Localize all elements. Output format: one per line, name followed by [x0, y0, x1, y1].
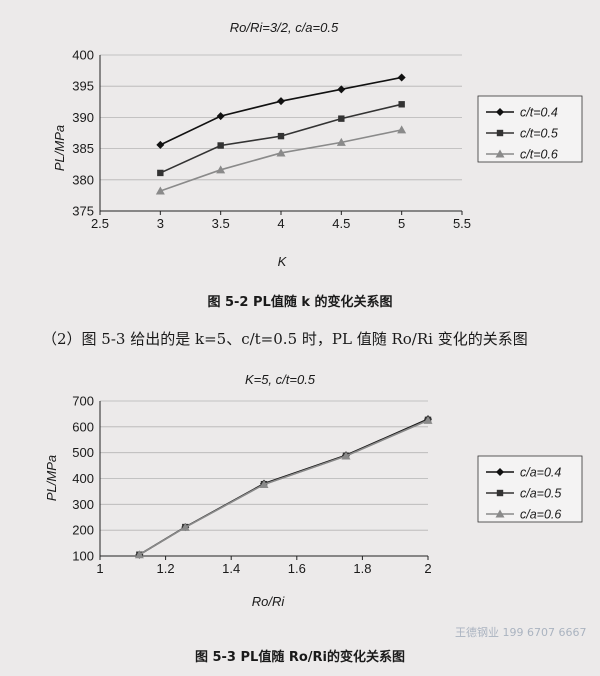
- legend-label: c/a=0.6: [520, 508, 561, 522]
- data-point: [156, 140, 165, 149]
- y-tick-label: 100: [72, 549, 94, 564]
- y-tick-label: 400: [72, 471, 94, 486]
- legend-marker: [496, 468, 504, 476]
- chart-figure-5-2: Ro/Ri=3/2, c/a=0.5 375 380 385 390 395 400 2.5 3…: [52, 20, 583, 269]
- legend-marker: [495, 149, 505, 158]
- data-point: [157, 169, 164, 177]
- data-point: [398, 101, 405, 108]
- x-tick-label: 1.4: [222, 561, 240, 576]
- x-axis-label: Ro/Ri: [252, 594, 286, 609]
- y-tick-label: 600: [72, 419, 94, 434]
- x-tick-label: 2: [424, 561, 431, 576]
- y-tick-label: 385: [72, 141, 94, 156]
- data-point: [134, 550, 144, 559]
- y-tick-label: 375: [72, 204, 94, 219]
- data-point: [259, 479, 269, 488]
- legend-marker: [496, 129, 504, 137]
- data-point: [180, 522, 190, 531]
- x-tick-label: 1: [96, 561, 103, 576]
- data-point: [216, 165, 226, 174]
- y-axis-label: PL/MPa: [52, 125, 67, 171]
- y-tick-label: 380: [72, 172, 94, 187]
- legend-label: c/t=0.4: [520, 106, 558, 120]
- x-tick-label: 1.8: [353, 561, 371, 576]
- x-tick-label: 1.6: [288, 561, 306, 576]
- legend-box: [477, 455, 583, 523]
- x-tick-label: 4.5: [332, 216, 350, 231]
- data-point: [336, 137, 346, 146]
- watermark-stamp: 王德钢业 199 6707 6667: [455, 626, 587, 639]
- chart-title: K=5, c/t=0.5: [245, 372, 316, 387]
- series-line-2: [138, 419, 429, 556]
- x-tick-label: 5: [398, 216, 405, 231]
- x-axis-label: K: [278, 254, 288, 269]
- data-point: [341, 451, 351, 460]
- chart-title: Ro/Ri=3/2, c/a=0.5: [230, 20, 339, 35]
- figure-caption-5-2: 图 5-2 PL值随 k 的变化关系图: [207, 295, 393, 310]
- x-tick-label: 3.5: [212, 216, 230, 231]
- x-tick-label: 5.5: [453, 216, 471, 231]
- data-point: [277, 97, 285, 106]
- legend-box: [477, 95, 583, 163]
- x-tick-label: 4: [277, 216, 284, 231]
- y-tick-label: 390: [72, 110, 94, 125]
- series-line-3: [138, 419, 429, 556]
- data-point: [397, 73, 406, 82]
- legend-label: c/a=0.5: [520, 487, 561, 501]
- y-tick-label: 400: [72, 48, 94, 63]
- data-point: [276, 148, 286, 157]
- x-tick-label: 1.2: [157, 561, 175, 576]
- legend-label: c/t=0.6: [520, 148, 558, 162]
- y-tick-label: 500: [72, 445, 94, 460]
- paragraph-text: （2）图 5-3 给出的是 k=5、c/t=0.5 时，PL 值随 Ro/Ri …: [42, 330, 528, 348]
- x-tick-label: 2.5: [91, 216, 109, 231]
- figure-caption-5-3: 图 5-3 PL值随 Ro/Ri的变化关系图: [194, 650, 406, 665]
- data-point: [423, 415, 433, 424]
- y-tick-label: 200: [72, 523, 94, 538]
- y-tick-label: 395: [72, 79, 94, 94]
- data-point: [337, 85, 346, 94]
- legend-label: c/t=0.5: [520, 127, 558, 141]
- chart-figure-5-3: K=5, c/t=0.5 100 200 300 400 500 600 700 1 1.2 1.4…: [44, 372, 583, 609]
- data-point: [397, 125, 407, 134]
- y-tick-label: 300: [72, 497, 94, 512]
- data-point: [338, 115, 345, 122]
- data-point: [217, 142, 224, 149]
- legend-marker: [496, 108, 504, 116]
- legend-marker: [496, 489, 504, 497]
- data-point: [155, 186, 165, 195]
- legend-marker: [495, 509, 505, 518]
- data-point: [216, 112, 225, 121]
- x-tick-label: 3: [157, 216, 164, 231]
- y-tick-label: 700: [72, 394, 94, 409]
- legend-label: c/a=0.4: [520, 466, 561, 480]
- data-point: [277, 132, 285, 140]
- y-axis-label: PL/MPa: [44, 455, 59, 501]
